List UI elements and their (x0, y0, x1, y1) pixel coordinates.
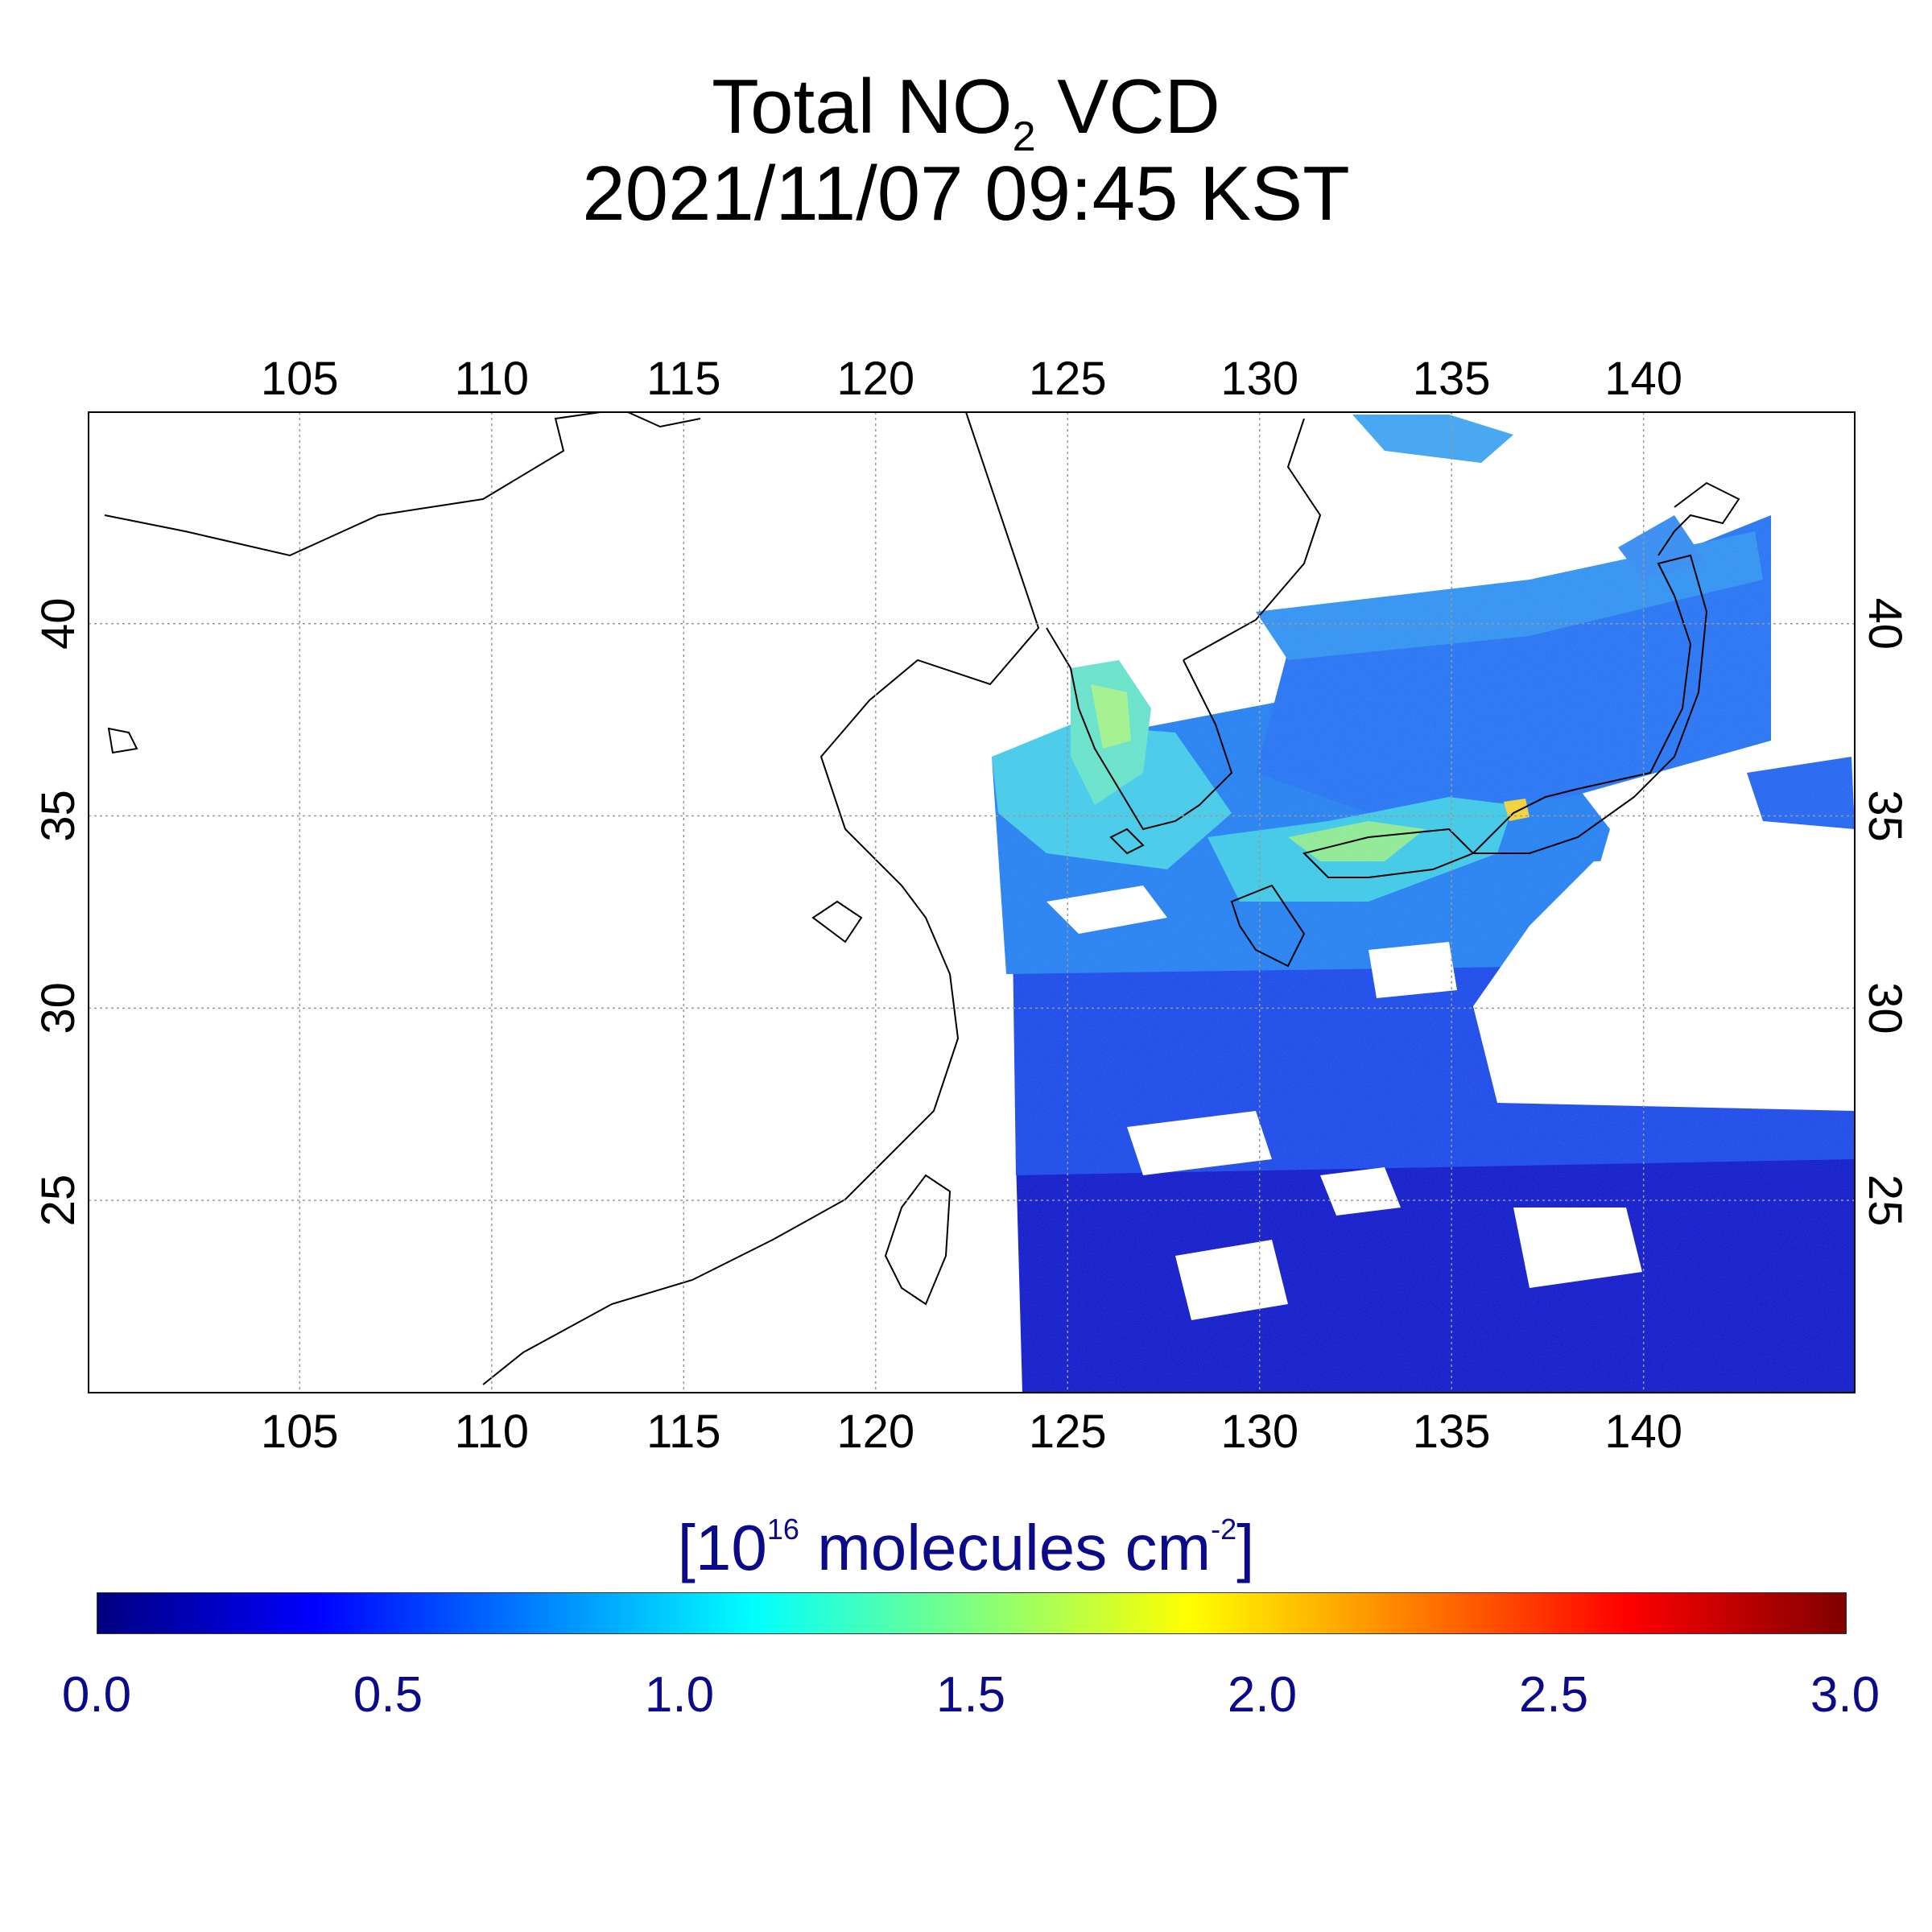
lon-tick-120: 120 (836, 353, 914, 405)
unit-exponent-2: -2 (1211, 1513, 1237, 1546)
no2-data-field (89, 412, 1855, 1393)
lon-tick-115: 115 (646, 353, 720, 405)
lon-tick-120: 120 (836, 1406, 914, 1449)
lon-tick-130: 130 (1220, 1406, 1298, 1449)
map-title: Total NO2 VCD (0, 63, 1932, 181)
lon-tick-115: 115 (646, 1406, 720, 1449)
lon-tick-140: 140 (1604, 1406, 1682, 1449)
title-tail: VCD (1035, 64, 1220, 150)
lon-tick-110: 110 (455, 353, 529, 405)
lon-tick-labels-bottom: 105 110 115 120 125 130 135 140 (261, 1406, 1682, 1449)
colorbar-unit-label: [1016 molecules cm-2] (0, 1489, 1932, 1588)
unit-suffix: ] (1236, 1512, 1255, 1583)
title-subscript: 2 (1012, 114, 1036, 160)
lon-tick-130: 130 (1220, 353, 1298, 405)
colorbar-tick-0.0: 0.0 (61, 1667, 132, 1723)
map-frame (88, 411, 1856, 1393)
colorbar-ticks: 0.0 0.5 1.0 1.5 2.0 2.5 3.0 (0, 1666, 1932, 1731)
colorbar (97, 1592, 1847, 1634)
lon-tick-135: 135 (1413, 353, 1491, 405)
lon-tick-labels-top: 105 110 115 120 125 130 135 140 (261, 353, 1682, 405)
lat-tick-right-40: 40 (1859, 597, 1911, 650)
colorbar-tick-2.0: 2.0 (1227, 1667, 1298, 1723)
no2-map: 105 110 115 120 125 130 135 140 105 110 115 120 125… (32, 353, 1911, 1449)
lon-tick-125: 125 (1029, 1406, 1107, 1449)
lon-tick-135: 135 (1413, 1406, 1491, 1449)
map-datetime: 2021/11/07 09:45 KST (582, 151, 1350, 237)
lat-tick-labels-right: 25 30 35 40 (1859, 597, 1911, 1226)
lon-tick-110: 110 (455, 1406, 529, 1449)
colorbar-tick-1.0: 1.0 (644, 1667, 715, 1723)
lat-tick-left-30: 30 (32, 982, 85, 1034)
unit-exponent: 16 (766, 1513, 799, 1546)
coastlines (104, 412, 1740, 1385)
lat-tick-left-35: 35 (32, 790, 85, 842)
lon-tick-125: 125 (1029, 353, 1107, 405)
colorbar-tick-2.5: 2.5 (1518, 1667, 1589, 1723)
lat-tick-left-40: 40 (32, 597, 85, 650)
graticule (89, 412, 1855, 1393)
title-text: Total NO (712, 64, 1013, 150)
lon-tick-105: 105 (261, 353, 339, 405)
lat-tick-left-25: 25 (32, 1174, 85, 1227)
lat-tick-right-35: 35 (1859, 790, 1911, 842)
colorbar-tick-3.0: 3.0 (1810, 1667, 1880, 1723)
unit-text: molecules cm (799, 1512, 1212, 1583)
lon-tick-140: 140 (1604, 353, 1682, 405)
lon-tick-105: 105 (261, 1406, 339, 1449)
colorbar-tick-0.5: 0.5 (353, 1667, 423, 1723)
lat-tick-right-25: 25 (1859, 1174, 1911, 1227)
lat-tick-labels-left: 25 30 35 40 (32, 597, 85, 1226)
colorbar-tick-1.5: 1.5 (935, 1667, 1006, 1723)
unit-prefix: [10 (677, 1512, 767, 1583)
lat-tick-right-30: 30 (1859, 982, 1911, 1034)
